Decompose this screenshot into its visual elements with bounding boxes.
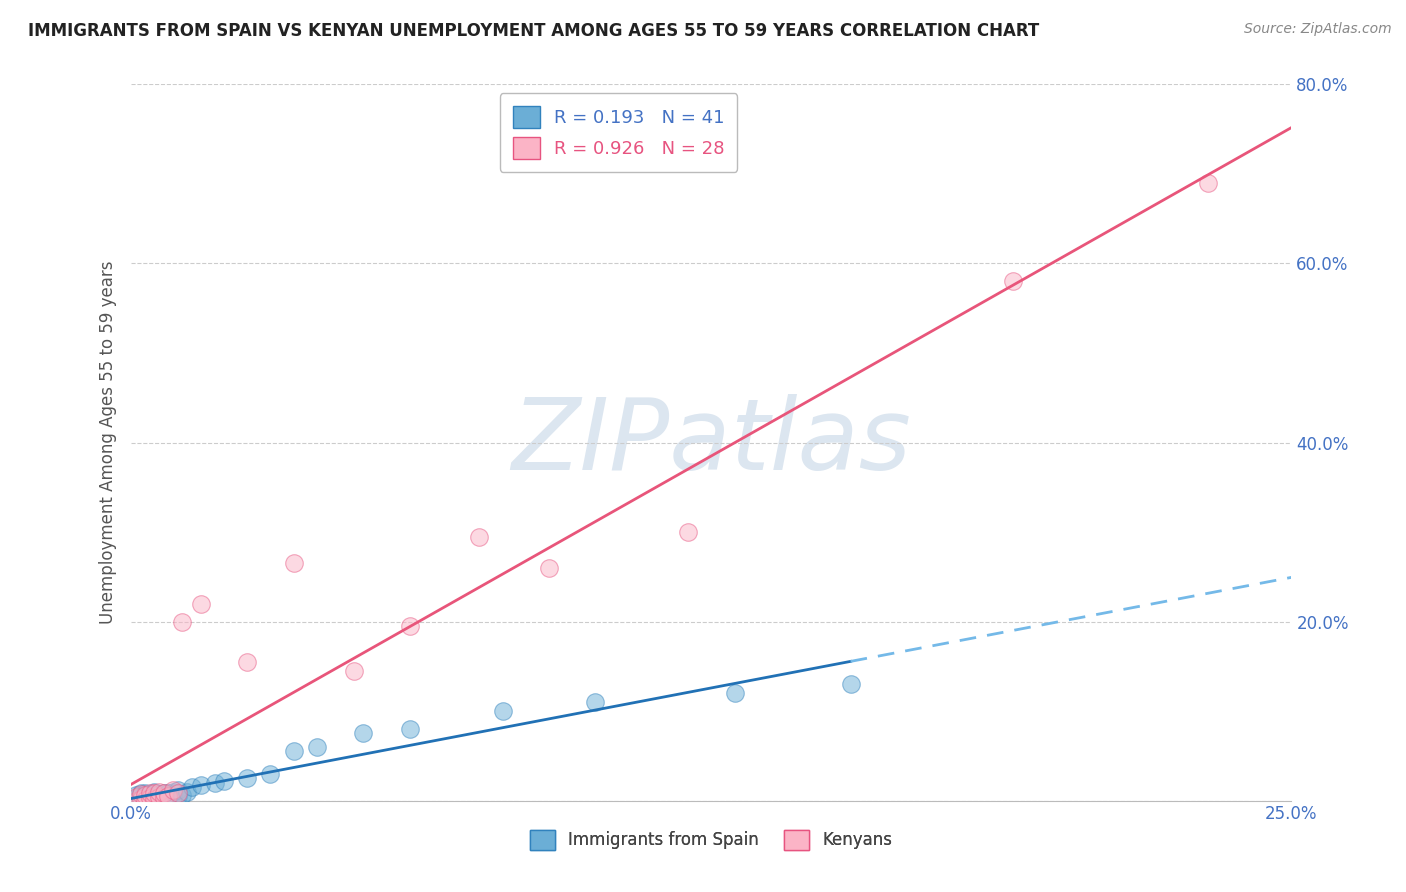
Point — [152, 787, 174, 801]
Point — [162, 790, 184, 805]
Point — [583, 695, 606, 709]
Point — [305, 739, 328, 754]
Point — [125, 790, 148, 805]
Point — [236, 655, 259, 669]
Point — [129, 790, 152, 805]
Point — [129, 793, 152, 807]
Point — [180, 780, 202, 795]
Point — [129, 792, 152, 806]
Point — [139, 793, 162, 807]
Text: ZIPatlas: ZIPatlas — [512, 394, 911, 491]
Point — [129, 787, 152, 801]
Point — [162, 785, 184, 799]
Point — [148, 791, 170, 805]
Point — [134, 793, 156, 807]
Point — [166, 787, 188, 801]
Point — [139, 787, 162, 801]
Point — [162, 783, 184, 797]
Point — [134, 789, 156, 804]
Point — [491, 704, 513, 718]
Point — [259, 766, 281, 780]
Y-axis label: Unemployment Among Ages 55 to 59 years: Unemployment Among Ages 55 to 59 years — [100, 260, 117, 624]
Point — [152, 791, 174, 805]
Point — [143, 786, 166, 800]
Point — [125, 791, 148, 805]
Point — [157, 786, 180, 800]
Point — [190, 597, 212, 611]
Point — [143, 792, 166, 806]
Legend: Immigrants from Spain, Kenyans: Immigrants from Spain, Kenyans — [523, 823, 900, 856]
Point — [148, 785, 170, 799]
Point — [839, 677, 862, 691]
Point — [134, 792, 156, 806]
Point — [172, 615, 194, 629]
Point — [152, 792, 174, 806]
Point — [537, 561, 560, 575]
Point — [1001, 274, 1024, 288]
Point — [129, 788, 152, 802]
Point — [148, 788, 170, 802]
Point — [204, 775, 226, 789]
Point — [139, 788, 162, 802]
Point — [143, 789, 166, 804]
Point — [152, 786, 174, 800]
Point — [398, 619, 420, 633]
Point — [172, 789, 194, 803]
Point — [1197, 176, 1219, 190]
Point — [139, 790, 162, 805]
Point — [157, 791, 180, 805]
Point — [125, 794, 148, 808]
Point — [352, 726, 374, 740]
Point — [143, 785, 166, 799]
Point — [148, 790, 170, 805]
Point — [139, 791, 162, 805]
Point — [157, 789, 180, 804]
Point — [283, 744, 305, 758]
Point — [190, 777, 212, 791]
Point — [343, 664, 366, 678]
Text: Source: ZipAtlas.com: Source: ZipAtlas.com — [1244, 22, 1392, 37]
Point — [134, 786, 156, 800]
Point — [236, 771, 259, 785]
Point — [125, 789, 148, 803]
Point — [134, 789, 156, 803]
Point — [676, 524, 699, 539]
Point — [468, 529, 491, 543]
Point — [166, 789, 188, 804]
Point — [166, 783, 188, 797]
Point — [125, 794, 148, 808]
Point — [176, 785, 198, 799]
Point — [212, 773, 235, 788]
Point — [143, 792, 166, 806]
Point — [283, 557, 305, 571]
Point — [723, 686, 745, 700]
Point — [398, 722, 420, 736]
Text: IMMIGRANTS FROM SPAIN VS KENYAN UNEMPLOYMENT AMONG AGES 55 TO 59 YEARS CORRELATI: IMMIGRANTS FROM SPAIN VS KENYAN UNEMPLOY… — [28, 22, 1039, 40]
